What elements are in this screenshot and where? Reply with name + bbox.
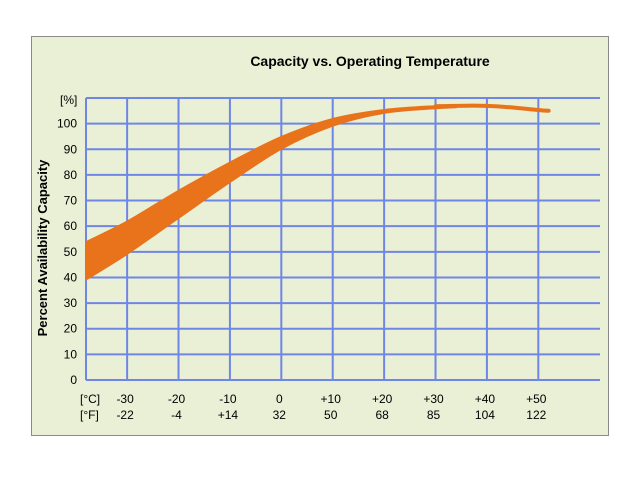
x-unit-fahrenheit: [°F] [80,408,99,422]
y-tick-label: 80 [64,168,78,182]
y-axis-label: Percent Availability Capacity [35,159,50,337]
x-tick-label-fahrenheit: 104 [475,408,495,422]
tick-labels: 0 10 20 30 40 50 60 70 80 90 100 -30 -22 -20 -4 -10 +14 0… [57,117,547,422]
x-tick-label-fahrenheit: 68 [375,408,389,422]
x-tick-label-fahrenheit: 32 [273,408,287,422]
y-tick-label: 0 [70,373,77,387]
y-tick-label: 90 [64,142,78,156]
x-tick-label-celsius: -20 [168,392,186,406]
x-tick-label-fahrenheit: -22 [116,408,134,422]
x-unit-celsius: [°C] [80,392,100,406]
y-tick-label: 30 [64,296,78,310]
x-tick-label-celsius: +50 [526,392,547,406]
x-tick-label-fahrenheit: 122 [526,408,546,422]
y-tick-label: 60 [64,219,78,233]
x-tick-label-fahrenheit: +14 [218,408,239,422]
capacity-band [85,104,457,281]
x-tick-label-fahrenheit: 50 [324,408,338,422]
x-tick-label-celsius: -30 [116,392,134,406]
x-tick-label-celsius: +40 [475,392,496,406]
capacity-line [433,103,551,113]
x-tick-label-celsius: +20 [372,392,393,406]
x-tick-label-celsius: +10 [321,392,342,406]
y-tick-label: 10 [64,347,78,361]
y-tick-label: 50 [64,245,78,259]
x-tick-label-celsius: 0 [276,392,283,406]
x-tick-label-celsius: -10 [219,392,237,406]
y-tick-label: 70 [64,194,78,208]
x-tick-label-fahrenheit: 85 [427,408,441,422]
grid [85,97,600,381]
chart-title: Capacity vs. Operating Temperature [250,53,490,69]
x-tick-label-fahrenheit: -4 [171,408,182,422]
data-layer [85,103,551,281]
y-unit-label: [%] [60,93,77,107]
x-tick-label-celsius: +30 [423,392,444,406]
y-tick-label: 100 [57,117,77,131]
y-tick-label: 40 [64,270,78,284]
y-tick-label: 20 [64,322,78,336]
